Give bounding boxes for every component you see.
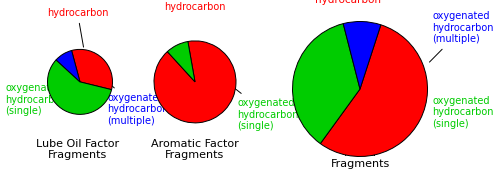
Text: Lube Oil Factor
Fragments: Lube Oil Factor Fragments bbox=[36, 139, 119, 160]
Text: hydrocarbon: hydrocarbon bbox=[314, 0, 380, 5]
Text: Mixed
Fragments: Mixed Fragments bbox=[330, 148, 390, 169]
Text: oxygenated
hydrocarbon
(multiple): oxygenated hydrocarbon (multiple) bbox=[108, 84, 169, 126]
Wedge shape bbox=[343, 22, 381, 89]
Text: hydrocarbon: hydrocarbon bbox=[47, 8, 108, 47]
Text: oxygenated
hydrocarbon
(single): oxygenated hydrocarbon (single) bbox=[432, 96, 494, 129]
Wedge shape bbox=[48, 60, 112, 114]
Wedge shape bbox=[292, 24, 360, 144]
Text: hydrocarbon: hydrocarbon bbox=[164, 2, 226, 12]
Wedge shape bbox=[320, 25, 428, 156]
Wedge shape bbox=[72, 49, 112, 90]
Wedge shape bbox=[154, 41, 236, 123]
Text: oxygenated
hydrocarbon
(single): oxygenated hydrocarbon (single) bbox=[5, 83, 66, 116]
Wedge shape bbox=[56, 51, 80, 82]
Wedge shape bbox=[168, 41, 195, 82]
Text: oxygenated
hydrocarbon
(multiple): oxygenated hydrocarbon (multiple) bbox=[430, 11, 494, 62]
Text: oxygenated
hydrocarbon
(single): oxygenated hydrocarbon (single) bbox=[233, 87, 299, 131]
Text: Aromatic Factor
Fragments: Aromatic Factor Fragments bbox=[151, 139, 239, 160]
